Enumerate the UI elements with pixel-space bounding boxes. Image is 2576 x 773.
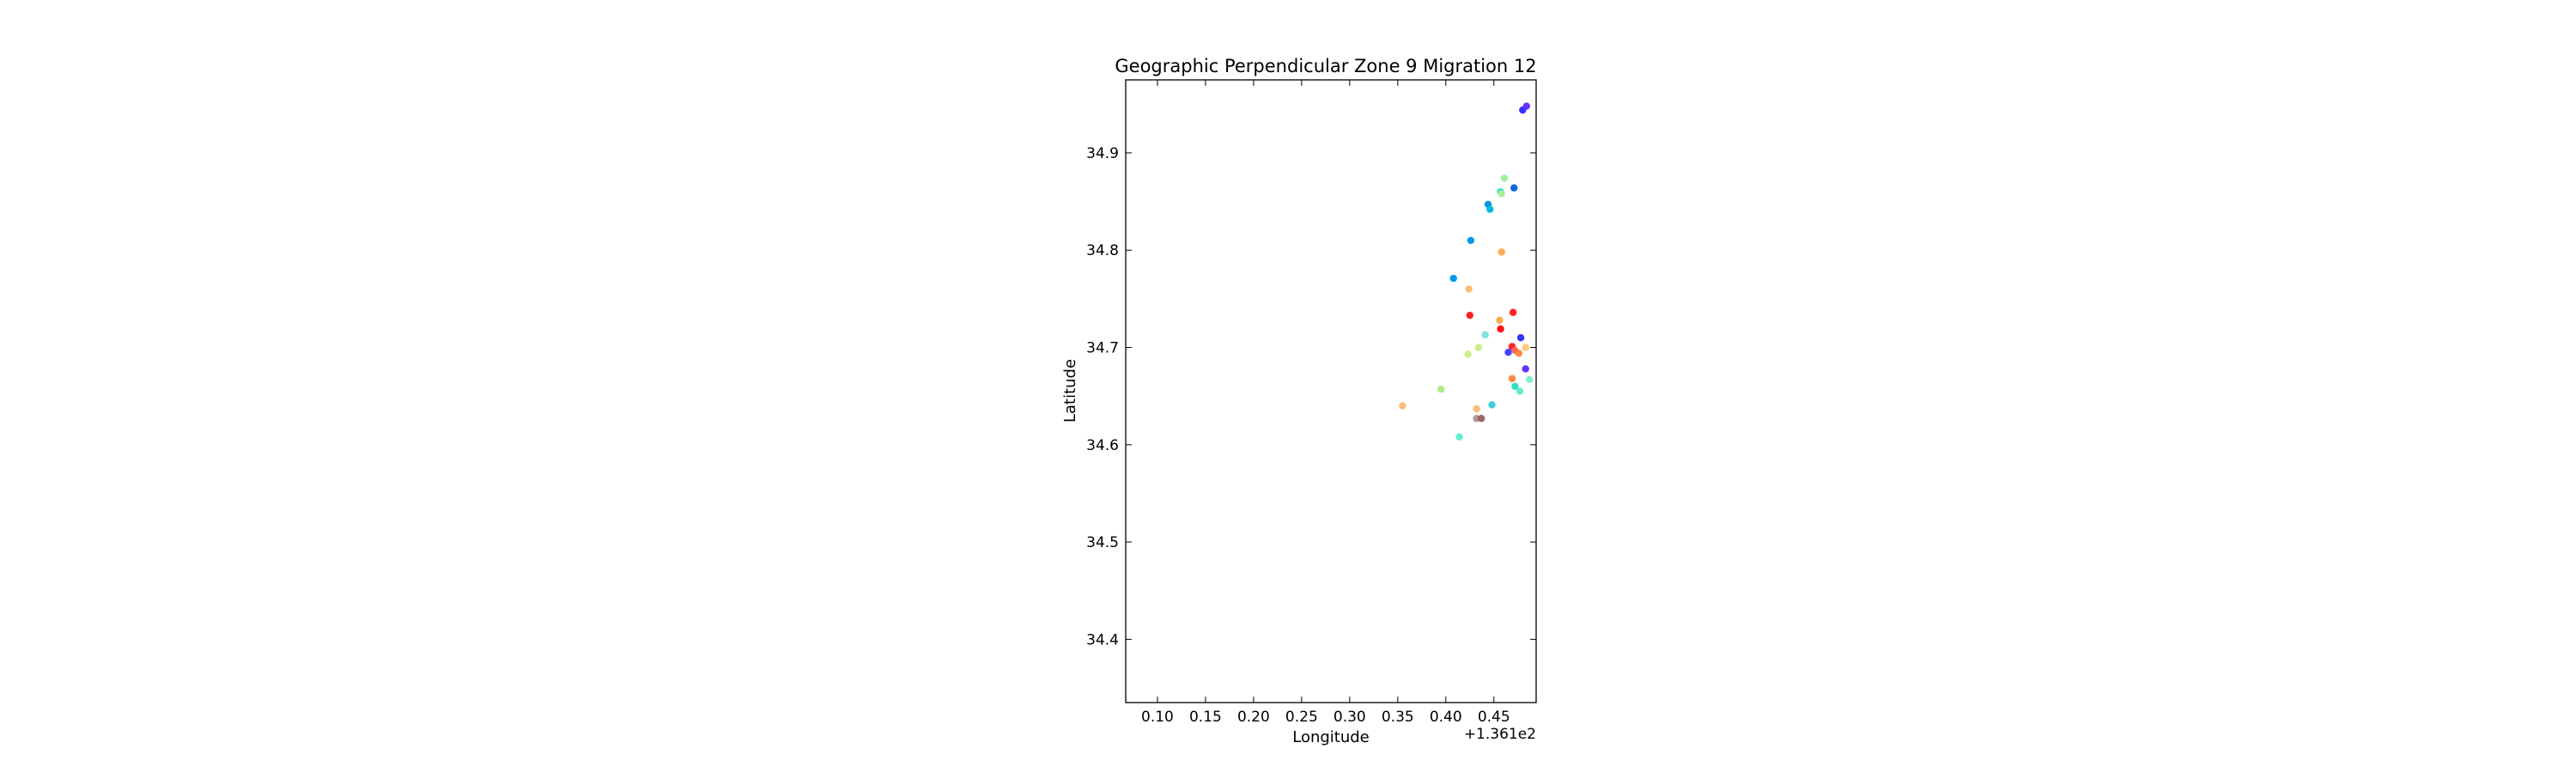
x-axis-offset-label: +1.361e2 [1464, 726, 1536, 743]
x-tick-label: 0.45 [1478, 709, 1510, 726]
scatter-point [1498, 190, 1505, 198]
scatter-point [1488, 401, 1496, 409]
scatter-point [1497, 325, 1504, 333]
scatter-point [1464, 350, 1472, 358]
x-tick-label: 0.20 [1237, 709, 1270, 726]
scatter-point [1437, 386, 1445, 393]
y-axis-label: Latitude [1061, 359, 1079, 423]
scatter-point [1496, 316, 1504, 325]
y-tick-label: 34.7 [1086, 340, 1119, 357]
scatter-point [1500, 174, 1509, 182]
x-axis-label: Longitude [1292, 728, 1370, 746]
scatter-point [1508, 374, 1516, 382]
y-tick-label: 34.8 [1086, 242, 1119, 259]
scatter-point [1504, 348, 1512, 356]
scatter-point [1510, 184, 1518, 192]
scatter-point [1467, 236, 1475, 245]
scatter-point [1474, 344, 1483, 351]
plot-area [1125, 79, 1537, 703]
scatter-point [1498, 248, 1505, 256]
scatter-point [1515, 350, 1523, 357]
scatter-point [1516, 387, 1524, 395]
scatter-point [1449, 274, 1457, 283]
scatter-point [1455, 433, 1463, 441]
scatter-point [1511, 382, 1519, 391]
scatter-point [1522, 365, 1529, 373]
chart-title: Geographic Perpendicular Zone 9 Migratio… [1115, 56, 1536, 76]
scatter-point [1522, 344, 1529, 351]
x-tick-label: 0.15 [1189, 709, 1222, 726]
scatter-points [1399, 102, 1534, 441]
scatter-point [1486, 205, 1494, 213]
x-tick-label: 0.30 [1334, 709, 1366, 726]
scatter-point [1522, 102, 1531, 110]
x-tick-label: 0.40 [1430, 709, 1462, 726]
scatter-point [1525, 375, 1534, 384]
x-axis-ticks: 0.10 0.15 0.20 0.25 0.30 0.35 0.40 0.45 [1141, 80, 1510, 726]
scatter-point [1509, 308, 1517, 316]
y-tick-label: 34.6 [1086, 437, 1119, 454]
scatter-point [1481, 331, 1489, 338]
y-axis-ticks: 34.4 34.5 34.6 34.7 34.8 34.9 [1086, 145, 1536, 648]
scatter-point [1473, 405, 1480, 413]
scatter-point [1465, 285, 1473, 293]
scatter-point [1399, 402, 1406, 410]
scatter-point [1477, 415, 1485, 423]
x-tick-label: 0.25 [1285, 709, 1318, 726]
y-tick-label: 34.9 [1086, 145, 1119, 162]
scatter-point [1466, 311, 1473, 320]
y-tick-label: 34.5 [1086, 534, 1119, 551]
x-tick-label: 0.10 [1141, 709, 1174, 726]
x-tick-label: 0.35 [1382, 709, 1414, 726]
y-tick-label: 34.4 [1086, 631, 1119, 648]
scatter-point [1516, 333, 1525, 342]
